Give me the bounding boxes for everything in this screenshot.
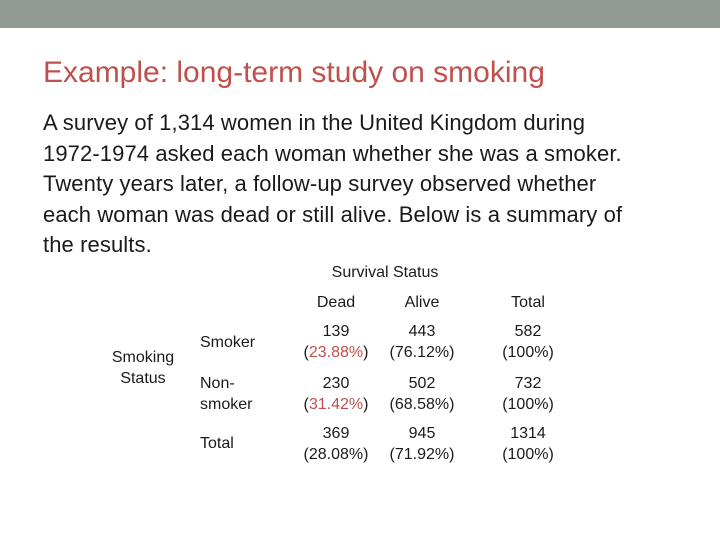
cell-count: 732 <box>514 375 542 392</box>
cell-percent: (28.08%) <box>303 446 369 463</box>
cell-percent: (23.88%) <box>303 344 369 361</box>
table-cell: 502 (68.58%) <box>380 373 464 415</box>
cell-percent: (76.12%) <box>389 344 455 361</box>
row-group-label: Smoking Status <box>98 347 188 389</box>
column-header-alive: Alive <box>404 294 440 311</box>
cell-count: 1314 <box>510 425 546 442</box>
cell-percent-value: 31.42% <box>308 396 364 413</box>
body-paragraph: A survey of 1,314 women in the United Ki… <box>43 108 693 261</box>
cell-count: 230 <box>322 375 350 392</box>
cell-percent: (100%) <box>502 396 554 413</box>
cell-count: 139 <box>322 323 350 340</box>
cell-count: 945 <box>408 425 436 442</box>
body-line: the results. <box>43 232 152 257</box>
cell-percent-value: 23.88% <box>308 344 364 361</box>
body-line: 1972-1974 asked each woman whether she w… <box>43 140 622 166</box>
cell-percent: (31.42%) <box>303 396 369 413</box>
top-band <box>0 0 720 28</box>
cell-count: 582 <box>514 323 542 340</box>
row-label-line: smoker <box>200 396 253 413</box>
row-label-total: Total <box>200 435 234 452</box>
column-group-label: Survival Status <box>331 264 439 281</box>
column-header-dead: Dead <box>316 294 356 311</box>
cell-count: 369 <box>322 425 350 442</box>
row-label-non-smoker: Non- smoker <box>200 373 280 415</box>
cell-percent: (71.92%) <box>389 446 455 463</box>
table-cell: 369 (28.08%) <box>294 423 378 465</box>
table-cell: 582 (100%) <box>486 321 570 363</box>
table-cell: 945 (71.92%) <box>380 423 464 465</box>
row-group-label-line: Status <box>120 370 166 387</box>
slide-title: Example: long-term study on smoking <box>43 56 545 89</box>
cell-percent: (68.58%) <box>389 396 455 413</box>
cell-count: 443 <box>408 323 436 340</box>
row-label-line: Non- <box>200 375 235 392</box>
table-cell: 139 (23.88%) <box>294 321 378 363</box>
cell-percent: (100%) <box>502 344 554 361</box>
body-line: Twenty years later, a follow-up survey o… <box>43 171 597 196</box>
row-group-label-line: Smoking <box>111 349 175 366</box>
table-cell: 443 (76.12%) <box>380 321 464 363</box>
cell-count: 502 <box>408 375 436 392</box>
row-label-smoker: Smoker <box>200 334 256 351</box>
table-cell: 1314 (100%) <box>486 423 570 465</box>
table-cell: 732 (100%) <box>486 373 570 415</box>
cell-percent: (100%) <box>502 446 554 463</box>
table-cell: 230 (31.42%) <box>294 373 378 415</box>
body-line: A survey of 1,314 women in the United Ki… <box>43 110 586 135</box>
body-line: each woman was dead or still alive. Belo… <box>43 201 623 227</box>
column-header-total: Total <box>511 294 545 311</box>
